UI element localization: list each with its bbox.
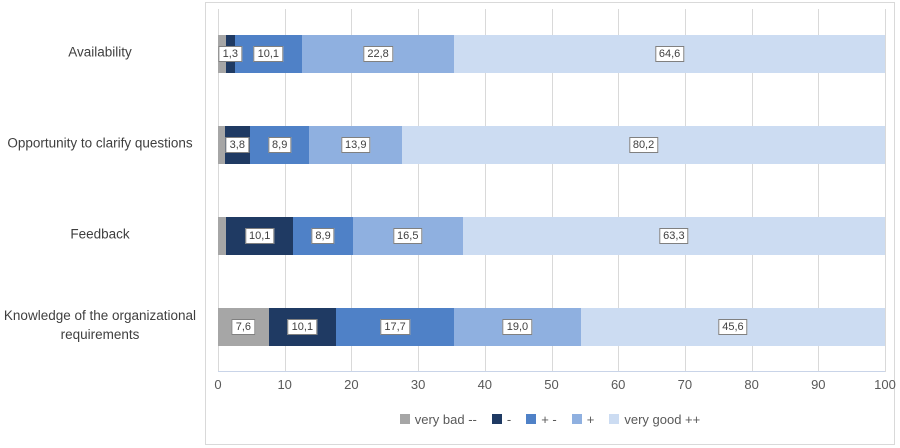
x-axis-line [218,371,885,372]
legend-label: - [506,411,512,427]
gridline [418,9,420,372]
value-label: 13,9 [341,137,371,154]
value-label: 19,0 [502,318,533,335]
gridline [551,9,553,372]
value-label: 8,9 [268,137,292,154]
category-label: Feedback [70,226,130,242]
x-tick-label: 20 [344,377,359,392]
x-tick-label: 50 [544,377,559,392]
legend-item: + [571,411,595,427]
x-tick-label: 90 [811,377,826,392]
value-label: 63,3 [659,227,689,244]
gridline [885,9,886,372]
value-label: 10,1 [244,227,275,244]
legend-item: very good ++ [609,412,700,427]
x-tick-label: 40 [477,377,493,392]
x-tick-label: 0 [214,377,222,392]
value-label: 80,2 [628,137,659,154]
value-label: 16,5 [393,227,423,244]
legend-item: - [491,411,512,427]
value-label: 1,3 [218,46,242,63]
bar-segment [218,126,225,165]
plot-area: 1,3 10,1 22,8 64,6 3,8 8,9 13,9 80,2 10,1 8,9 16,5… [218,9,886,372]
x-tick-label: 60 [610,377,626,392]
value-label: 64,6 [654,46,685,63]
legend-label: very bad -- [414,411,477,427]
legend-swatch-icon [491,414,502,424]
value-label: 10,1 [253,46,284,63]
value-label: 8,9 [311,227,335,244]
chart-panel: 1,3 10,1 22,8 64,6 3,8 8,9 13,9 80,2 10,1 8,9 16,5… [205,2,896,445]
value-label: 22,8 [363,46,393,63]
gridline [484,9,486,372]
legend-item: very bad -- [399,411,477,427]
category-axis: Availability Opportunity to clarify quest… [0,0,205,448]
bar-segment [218,216,226,255]
category-label: Availability [68,44,132,60]
legend: very bad -- - + - + very good ++ [206,407,894,431]
value-label: 3,8 [225,137,249,154]
bar-row: 10,1 8,9 16,5 63,3 [218,216,885,255]
legend-label: + [586,411,595,427]
bar-row: 7,6 10,1 17,7 19,0 45,6 [218,307,885,346]
legend-swatch-icon [526,414,537,424]
value-label: 7,6 [231,318,255,335]
gridline [284,9,286,372]
category-label: Knowledge of the organizational requirem… [3,307,197,342]
gridline [351,9,353,372]
bar-row: 1,3 10,1 22,8 64,6 [218,35,885,74]
gridline [684,9,686,372]
x-tick-label: 10 [277,377,292,392]
x-axis-ticks: 0 10 20 30 40 50 60 70 80 90 100 [214,377,895,393]
x-tick-label: 70 [677,377,693,392]
value-label: 17,7 [380,318,410,335]
bar-row: 3,8 8,9 13,9 80,2 [218,126,885,165]
legend-label: very good ++ [624,411,701,427]
value-label: 45,6 [718,318,748,335]
gridline [751,9,753,372]
legend-swatch-icon [399,414,410,424]
category-label: Opportunity to clarify questions [7,135,193,151]
legend-swatch-icon [571,414,582,424]
x-tick-label: 80 [744,377,759,392]
legend-swatch-icon [609,414,620,424]
gridline [818,9,820,372]
gridline [618,9,620,372]
legend-item: + - [526,412,557,427]
gridline [218,9,219,372]
x-tick-label: 30 [410,377,426,392]
legend-label: + - [541,411,557,427]
value-label: 10,1 [287,318,318,335]
x-tick-label: 100 [874,377,896,392]
